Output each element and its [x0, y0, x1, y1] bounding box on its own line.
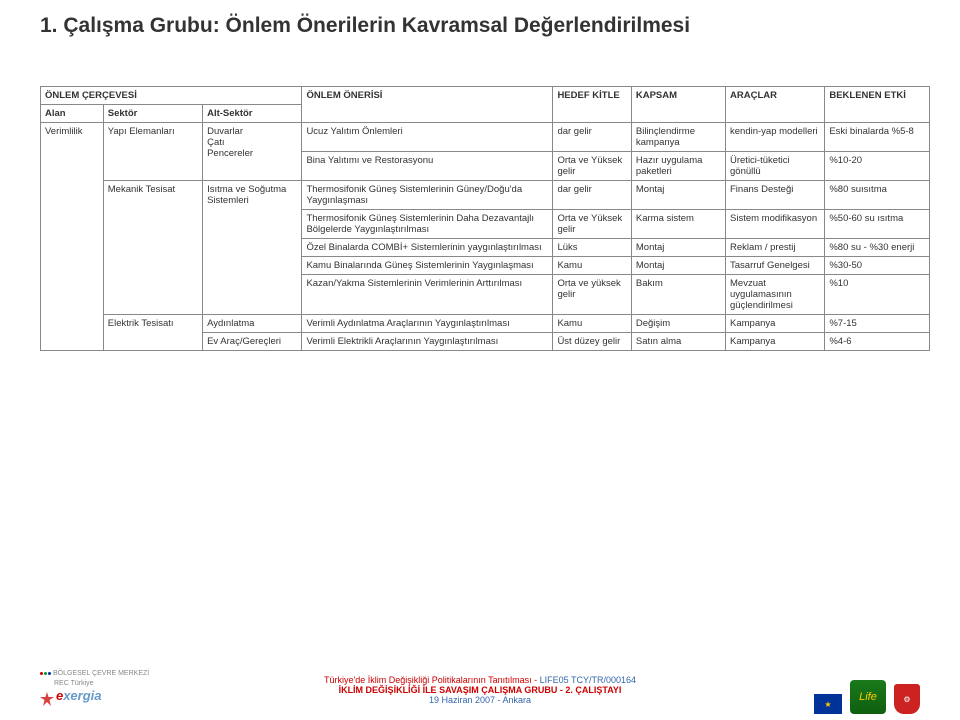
cell-effect: %30-50	[825, 257, 930, 275]
cell-effect: %7-15	[825, 315, 930, 333]
cell-scope: Montaj	[631, 257, 725, 275]
eu-flag-icon: ★	[814, 694, 842, 714]
cell-target: Orta ve Yüksek gelir	[553, 152, 631, 181]
cell-tools: Kampanya	[726, 333, 825, 351]
cell-measure: Kamu Binalarında Güneş Sistemlerinin Yay…	[302, 257, 553, 275]
cell-tools: Reklam / prestij	[726, 239, 825, 257]
cell-measure: Thermosifonik Güneş Sistemlerinin Daha D…	[302, 210, 553, 239]
th-sector: Sektör	[103, 105, 202, 123]
cell-effect: %50-60 su ısıtma	[825, 210, 930, 239]
cell-target: Lüks	[553, 239, 631, 257]
cell-measure: Verimli Aydınlatma Araçlarının Yaygınlaş…	[302, 315, 553, 333]
footer-line3: 19 Haziran 2007 - Ankara	[429, 695, 531, 705]
cell-scope: Bilinçlendirme kampanya	[631, 123, 725, 152]
th-target: HEDEF KİTLE	[553, 87, 631, 123]
cell-sub-isitma: Isıtma ve Soğutma Sistemleri	[203, 181, 302, 315]
cell-target: Üst düzey gelir	[553, 333, 631, 351]
th-tools: ARAÇLAR	[726, 87, 825, 123]
th-scope: KAPSAM	[631, 87, 725, 123]
cell-tools: Kampanya	[726, 315, 825, 333]
cell-scope: Montaj	[631, 181, 725, 210]
cell-target: Orta ve yüksek gelir	[553, 275, 631, 315]
table-row: Verimlilik Yapı Elemanları Duvarlar Çatı…	[41, 123, 930, 152]
cell-target: Kamu	[553, 315, 631, 333]
cell-measure: Kazan/Yakma Sistemlerinin Verimlerinin A…	[302, 275, 553, 315]
cell-target: Orta ve Yüksek gelir	[553, 210, 631, 239]
footer: BÖLGESEL ÇEVRE MERKEZİ REC Türkiye exerg…	[0, 664, 960, 720]
cell-measure: Ucuz Yalıtım Önlemleri	[302, 123, 553, 152]
footer-line2: İKLİM DEĞİŞİKLİĞİ İLE SAVAŞIM ÇALIŞMA GR…	[339, 685, 622, 695]
footer-line1-main: Türkiye'de İklim Değişikliği Politikalar…	[324, 675, 532, 685]
footer-line1-code: LIFE05 TCY/TR/000164	[540, 675, 636, 685]
cell-scope: Değişim	[631, 315, 725, 333]
table-row: Elektrik Tesisatı Aydınlatma Verimli Ayd…	[41, 315, 930, 333]
cell-sub-aydin: Aydınlatma	[203, 315, 302, 333]
cell-scope: Karma sistem	[631, 210, 725, 239]
cell-effect: %80 su - %30 enerji	[825, 239, 930, 257]
cell-effect: %80 suısıtma	[825, 181, 930, 210]
table-row: Mekanik Tesisat Isıtma ve Soğutma Sistem…	[41, 181, 930, 210]
cell-area: Verimlilik	[41, 123, 104, 351]
th-framework: ÖNLEM ÇERÇEVESİ	[41, 87, 302, 105]
cell-sub-evarac: Ev Araç/Gereçleri	[203, 333, 302, 351]
cell-target: dar gelir	[553, 123, 631, 152]
th-area: Alan	[41, 105, 104, 123]
cell-effect: %10	[825, 275, 930, 315]
cell-sector-yapi: Yapı Elemanları	[103, 123, 202, 181]
cell-target: dar gelir	[553, 181, 631, 210]
cell-effect: %4-6	[825, 333, 930, 351]
cell-sub-duvar: Duvarlar Çatı Pencereler	[203, 123, 302, 181]
cell-measure: Özel Binalarda COMBİ+ Sistemlerinin yayg…	[302, 239, 553, 257]
cell-tools: Finans Desteği	[726, 181, 825, 210]
cell-target: Kamu	[553, 257, 631, 275]
cell-measure: Thermosifonik Güneş Sistemlerinin Güney/…	[302, 181, 553, 210]
page-title: 1. Çalışma Grubu: Önlem Önerilerin Kavra…	[40, 14, 690, 38]
cell-sector-elektrik: Elektrik Tesisatı	[103, 315, 202, 351]
life-logo-icon: Life	[850, 680, 886, 714]
th-effect: BEKLENEN ETKİ	[825, 87, 930, 123]
cell-effect: Eski binalarda %5-8	[825, 123, 930, 152]
th-measure: ÖNLEM ÖNERİSİ	[302, 87, 553, 123]
th-subsector: Alt-Sektör	[203, 105, 302, 123]
cell-effect: %10-20	[825, 152, 930, 181]
cell-tools: Mevzuat uygulamasının güçlendirilmesi	[726, 275, 825, 315]
cell-scope: Satın alma	[631, 333, 725, 351]
cell-measure: Verimli Elektrikli Araçlarının Yaygınlaş…	[302, 333, 553, 351]
cell-scope: Hazır uygulama paketleri	[631, 152, 725, 181]
cell-tools: kendin-yap modelleri	[726, 123, 825, 152]
cell-tools: Sistem modifikasyon	[726, 210, 825, 239]
cell-tools: Tasarruf Genelgesi	[726, 257, 825, 275]
cell-scope: Bakım	[631, 275, 725, 315]
evaluation-table: ÖNLEM ÇERÇEVESİ ÖNLEM ÖNERİSİ HEDEF KİTL…	[40, 86, 930, 351]
logo-right-group: ★ Life ⚙	[814, 680, 920, 714]
cell-scope: Montaj	[631, 239, 725, 257]
shield-icon: ⚙	[894, 684, 920, 714]
cell-sector-mekanik: Mekanik Tesisat	[103, 181, 202, 315]
cell-tools: Üretici-tüketici gönüllü	[726, 152, 825, 181]
cell-measure: Bina Yalıtımı ve Restorasyonu	[302, 152, 553, 181]
header-row-1: ÖNLEM ÇERÇEVESİ ÖNLEM ÖNERİSİ HEDEF KİTL…	[41, 87, 930, 105]
